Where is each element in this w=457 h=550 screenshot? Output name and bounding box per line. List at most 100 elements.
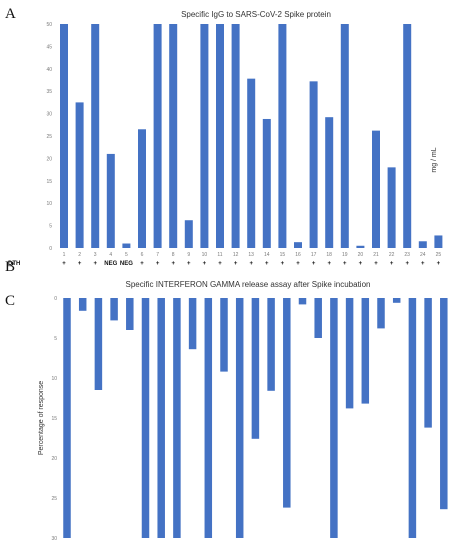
chart-b-bar	[94, 298, 103, 390]
chart-a-y-tick: 25	[46, 134, 52, 140]
chart-b-y-tick: 30	[51, 536, 57, 542]
dth-value: +	[93, 261, 97, 267]
chart-a-x-tick: 25	[436, 252, 442, 258]
dth-value: +	[281, 261, 285, 267]
chart-a-bar	[356, 245, 365, 248]
panel-letter-a: A	[5, 6, 16, 22]
dth-value: +	[359, 261, 363, 267]
chart-a-bar	[247, 78, 256, 248]
chart-a-x-tick: 20	[358, 252, 364, 258]
chart-a-y-label: mg / mL	[431, 147, 438, 172]
chart-b-bar	[408, 298, 417, 538]
chart-a-x-tick: 17	[311, 252, 317, 258]
chart-a-y-tick: 40	[46, 67, 52, 73]
chart-a-y-tick: 5	[49, 224, 52, 230]
chart-a-x-tick: 3	[94, 252, 97, 258]
chart-b-bar	[188, 298, 197, 350]
chart-b-bar	[141, 298, 150, 538]
chart-a-bar	[153, 24, 162, 248]
chart-a-bar	[216, 24, 224, 248]
chart-b-bar	[63, 298, 71, 538]
chart-b-y-tick: 25	[51, 496, 57, 502]
dth-row: + + + NEG NEG + + + + + + + + + + + + + + + + + + + +	[62, 261, 440, 267]
chart-b-bar	[440, 298, 448, 510]
chart-b-bar	[78, 298, 87, 311]
chart-a-x-tick: 24	[420, 252, 426, 258]
chart-b-y-label: Percentage of response	[38, 381, 45, 455]
dth-value: +	[296, 261, 300, 267]
chart-a-y-axis: 0 5 10 15 20 25 30 35 40 45 50	[46, 22, 52, 252]
chart-b-bar	[361, 298, 370, 404]
chart-a-bar	[294, 242, 302, 248]
panel-letter-c: C	[5, 293, 15, 309]
chart-a-x-tick: 6	[141, 252, 144, 258]
chart-b-y-tick: 0	[54, 296, 57, 302]
chart-b-bar	[424, 298, 432, 428]
dth-value: +	[234, 261, 238, 267]
dth-value: NEG	[104, 261, 117, 267]
dth-value: +	[249, 261, 253, 267]
chart-b-bar	[345, 298, 354, 409]
chart-a-bar	[122, 243, 131, 248]
chart-a-x-tick: 8	[172, 252, 175, 258]
chart-b-bar	[330, 298, 338, 538]
chart-a-y-tick: 0	[49, 246, 52, 252]
chart-a-bar	[106, 153, 115, 248]
chart-a-bar	[91, 24, 100, 248]
dth-value: +	[62, 261, 66, 267]
dth-value: +	[343, 261, 347, 267]
dth-value: +	[374, 261, 378, 267]
chart-a-x-tick: 13	[248, 252, 254, 258]
chart-b-y-axis: 0 5 10 15 20 25 30	[51, 296, 57, 542]
chart-a-x-axis: 1 2 3 4 5 6 7 8 9 10 11 12 13 14 15 16 17 18 19 20 21 22 23 24 2…	[63, 252, 442, 258]
chart-a-bar	[262, 118, 271, 248]
chart-b-bars	[63, 298, 448, 538]
chart-a-y-tick: 15	[46, 179, 52, 185]
chart-a-x-tick: 5	[125, 252, 128, 258]
chart-a-bar	[434, 235, 443, 248]
chart-b-bar	[377, 298, 385, 329]
chart-a-x-tick: 10	[202, 252, 208, 258]
chart-b-bar	[251, 298, 260, 439]
chart-a-y-tick: 20	[46, 156, 52, 162]
chart-a-x-tick: 15	[280, 252, 286, 258]
dth-value: +	[171, 261, 175, 267]
chart-b-y-tick: 15	[51, 416, 57, 422]
chart-b-bar	[235, 298, 244, 538]
dth-value: +	[187, 261, 191, 267]
dth-value: +	[405, 261, 409, 267]
chart-a-y-tick: 35	[46, 89, 52, 95]
chart-a-y-tick: 10	[46, 201, 52, 207]
chart-b-bar	[314, 298, 322, 338]
chart-a-bar	[340, 24, 349, 248]
chart-a-x-tick: 11	[217, 252, 222, 258]
chart-a-x-tick: 4	[109, 252, 112, 258]
dth-value: +	[327, 261, 331, 267]
chart-a-bar	[184, 220, 193, 248]
chart-a-bar	[200, 24, 209, 248]
chart-a-bar	[60, 24, 68, 248]
chart-a-x-tick: 2	[78, 252, 81, 258]
dth-value: +	[421, 261, 425, 267]
chart-a-x-tick: 12	[233, 252, 239, 258]
chart-a-bar	[138, 129, 146, 248]
chart-b-y-tick: 10	[51, 376, 57, 382]
chart-b-y-tick: 20	[51, 456, 57, 462]
chart-b-bar	[298, 298, 307, 305]
chart-a-bar	[169, 24, 178, 248]
dth-value: +	[156, 261, 160, 267]
chart-a-title: Specific IgG to SARS-CoV-2 Spike protein	[181, 10, 331, 19]
panel-letter-b: B	[5, 259, 15, 275]
chart-a-bar	[278, 24, 287, 248]
chart-a-x-tick: 22	[389, 252, 395, 258]
dth-value: +	[140, 261, 144, 267]
chart-a-bar	[403, 24, 412, 248]
dth-value: +	[218, 261, 222, 267]
chart-a-bar	[372, 130, 380, 248]
chart-a-x-tick: 9	[187, 252, 190, 258]
chart-a-x-tick: 21	[373, 252, 379, 258]
chart-a-bar	[231, 24, 240, 248]
dth-value: +	[203, 261, 207, 267]
dth-value: +	[390, 261, 394, 267]
